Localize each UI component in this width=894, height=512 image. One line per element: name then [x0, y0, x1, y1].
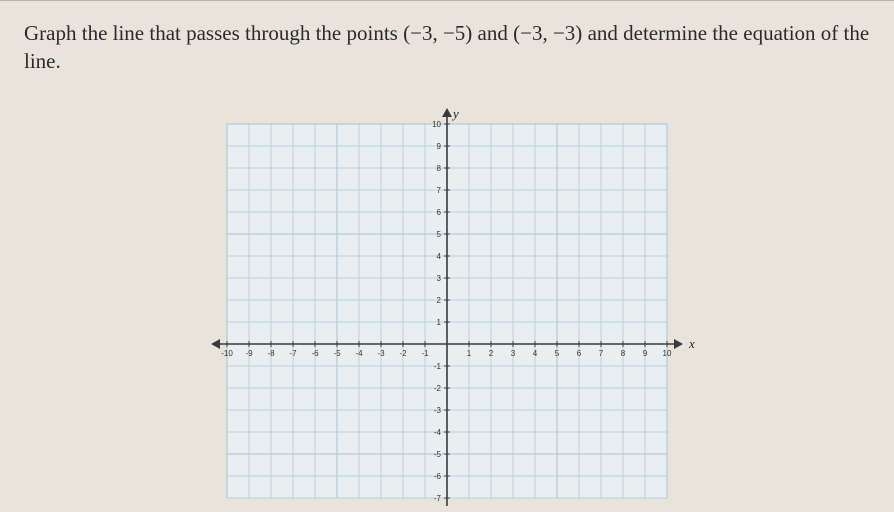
svg-text:8: 8 [621, 349, 626, 358]
svg-text:-5: -5 [434, 450, 442, 459]
svg-text:-2: -2 [434, 384, 442, 393]
question-prefix: Graph the line that passes through the p… [24, 21, 403, 45]
svg-text:-1: -1 [421, 349, 429, 358]
svg-text:10: 10 [432, 120, 441, 129]
svg-text:3: 3 [511, 349, 516, 358]
svg-text:-9: -9 [245, 349, 253, 358]
svg-text:7: 7 [599, 349, 604, 358]
svg-text:10: 10 [663, 349, 672, 358]
worksheet-page: Graph the line that passes through the p… [0, 0, 894, 512]
svg-text:2: 2 [489, 349, 494, 358]
svg-text:7: 7 [437, 186, 442, 195]
svg-text:-10: -10 [221, 349, 233, 358]
svg-text:4: 4 [533, 349, 538, 358]
svg-text:6: 6 [437, 208, 442, 217]
svg-text:-7: -7 [434, 494, 442, 503]
svg-text:-1: -1 [434, 362, 442, 371]
svg-text:-8: -8 [267, 349, 275, 358]
svg-text:9: 9 [437, 142, 442, 151]
question-point1: (−3, −5) [403, 21, 472, 45]
svg-text:-3: -3 [377, 349, 385, 358]
svg-text:3: 3 [437, 274, 442, 283]
question-mid: and [472, 21, 513, 45]
graph-container: -10 -9 -8 -7 -6 -5 -4 -3 -2 -1 1 2 3 4 5 6 7 8 9 10 1 2 3 4 5 6 7 8… [24, 96, 870, 508]
svg-text:1: 1 [467, 349, 472, 358]
svg-text:2: 2 [437, 296, 442, 305]
question-text: Graph the line that passes through the p… [24, 19, 870, 76]
svg-text:-7: -7 [289, 349, 297, 358]
svg-text:-6: -6 [311, 349, 319, 358]
question-point2: (−3, −3) [513, 21, 582, 45]
svg-text:-4: -4 [434, 428, 442, 437]
svg-text:4: 4 [437, 252, 442, 261]
svg-text:-5: -5 [333, 349, 341, 358]
coordinate-plane[interactable]: -10 -9 -8 -7 -6 -5 -4 -3 -2 -1 1 2 3 4 5 6 7 8 9 10 1 2 3 4 5 6 7 8… [197, 102, 697, 508]
svg-text:-6: -6 [434, 472, 442, 481]
svg-text:-3: -3 [434, 406, 442, 415]
svg-text:1: 1 [437, 318, 442, 327]
svg-text:x: x [688, 336, 695, 351]
svg-text:-4: -4 [355, 349, 363, 358]
svg-text:5: 5 [437, 230, 442, 239]
svg-text:5: 5 [555, 349, 560, 358]
svg-text:-2: -2 [399, 349, 407, 358]
svg-text:8: 8 [437, 164, 442, 173]
svg-text:6: 6 [577, 349, 582, 358]
svg-text:9: 9 [643, 349, 648, 358]
svg-text:y: y [451, 106, 459, 121]
